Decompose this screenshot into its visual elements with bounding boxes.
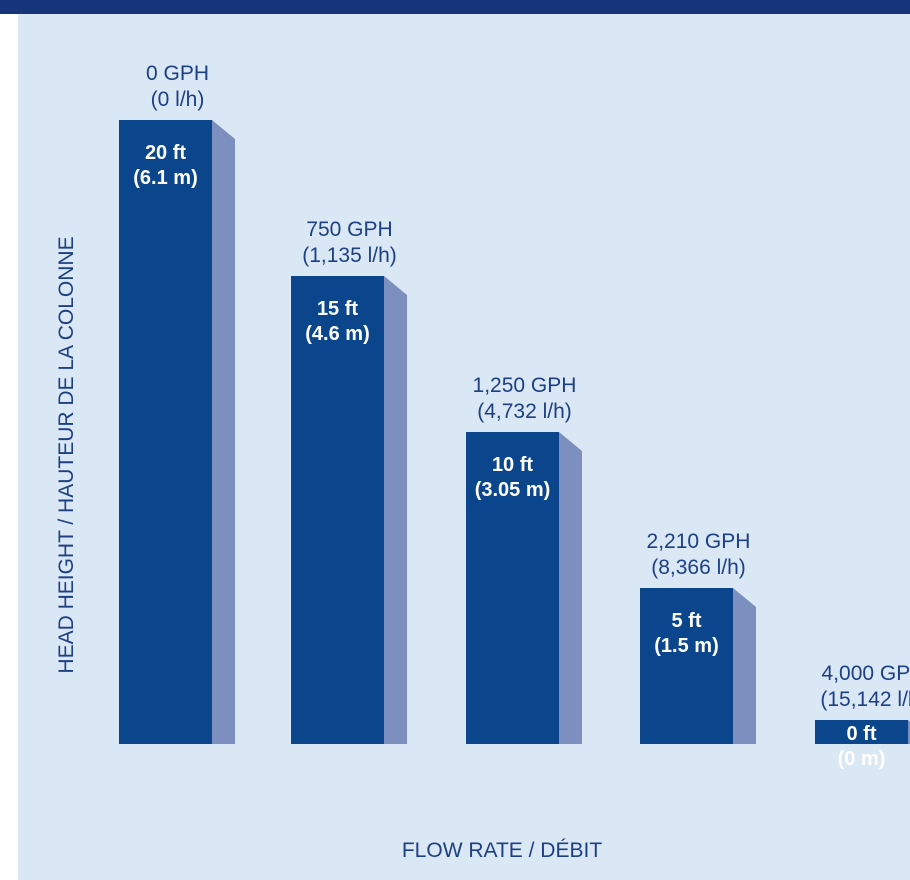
category-label: 4,000 GPH bbox=[822, 662, 910, 685]
bar bbox=[640, 588, 733, 744]
bar bbox=[815, 720, 908, 744]
y-axis-label: HEAD HEIGHT / HAUTEUR DE LA COLONNE bbox=[55, 236, 78, 674]
bar-value-label-metric: (3.05 m) bbox=[475, 479, 551, 501]
bar bbox=[119, 120, 212, 744]
bar bbox=[466, 432, 559, 744]
bar-value-label: 15 ft bbox=[317, 298, 358, 320]
bar-value-label: 10 ft bbox=[492, 454, 533, 476]
x-axis-label: FLOW RATE / DÉBIT bbox=[401, 839, 603, 862]
bar-side-face bbox=[384, 276, 407, 744]
category-label: 0 GPH bbox=[146, 62, 209, 85]
bar-side-face bbox=[212, 120, 235, 744]
bar-value-label: 20 ft bbox=[145, 142, 186, 164]
category-label: 2,210 GPH bbox=[647, 530, 751, 553]
category-label: 1,250 GPH bbox=[473, 374, 577, 397]
category-label: 750 GPH bbox=[306, 218, 392, 241]
category-label-metric: (4,732 l/h) bbox=[477, 400, 572, 423]
category-label-metric: (0 l/h) bbox=[151, 88, 205, 111]
bar-value-label-metric: (6.1 m) bbox=[133, 167, 197, 189]
header-band bbox=[0, 0, 910, 14]
bar-side-face bbox=[559, 432, 582, 744]
bar-value-label-metric: (1.5 m) bbox=[654, 635, 718, 657]
category-label-metric: (1,135 l/h) bbox=[302, 244, 397, 267]
bar-value-label: 5 ft bbox=[672, 610, 702, 632]
bar-value-label-metric: (4.6 m) bbox=[305, 323, 369, 345]
bar-value-label-metric: (0 m) bbox=[838, 748, 886, 770]
bar-value-label: 0 ft bbox=[847, 723, 877, 745]
bar bbox=[291, 276, 384, 744]
bar-side-face bbox=[733, 588, 756, 744]
category-label-metric: (15,142 l/h) bbox=[820, 688, 910, 711]
category-label-metric: (8,366 l/h) bbox=[651, 556, 746, 579]
